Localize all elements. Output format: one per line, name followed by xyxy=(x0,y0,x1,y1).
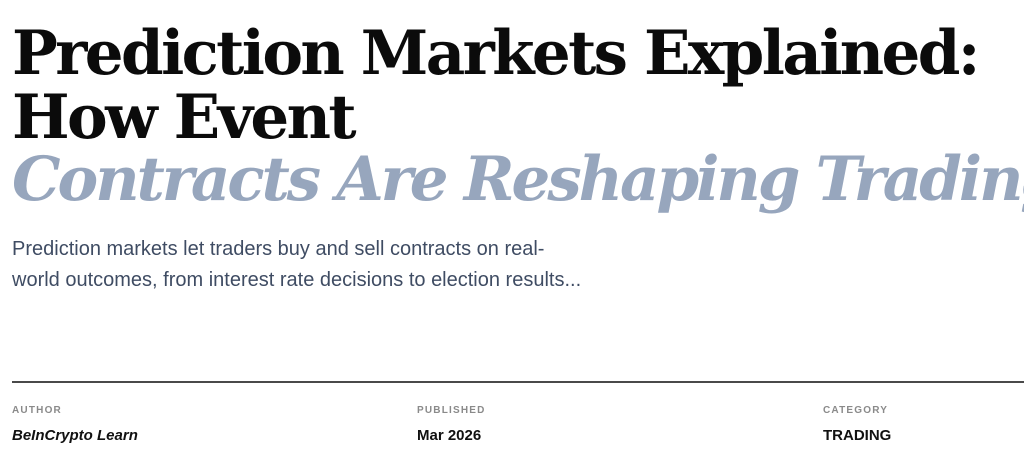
author-value[interactable]: BeInCrypto Learn xyxy=(12,427,138,444)
published-value: Mar 2026 xyxy=(417,427,482,444)
article-header: Prediction Markets Explained: How Event … xyxy=(12,0,1024,453)
meta-category: CATEGORY TRADING xyxy=(823,404,1024,445)
meta-author: AUTHOR BeInCrypto Learn xyxy=(12,404,312,445)
dek-line-1: Prediction markets let traders buy and s… xyxy=(12,238,545,260)
divider xyxy=(12,381,1024,383)
article-headline: Prediction Markets Explained: How Event … xyxy=(12,22,1024,212)
headline-line-2: How Event xyxy=(12,82,357,153)
dek-line-2: world outcomes, from interest rate decis… xyxy=(12,269,582,291)
published-label: PUBLISHED xyxy=(417,405,486,416)
headline-line-1: Prediction Markets Explained: xyxy=(12,18,980,89)
headline-accent: Contracts Are Reshaping Trading xyxy=(12,144,1024,215)
category-label: CATEGORY xyxy=(823,405,889,416)
author-label: AUTHOR xyxy=(12,405,62,416)
meta-published: PUBLISHED Mar 2026 xyxy=(417,404,717,445)
article-dek: Prediction markets let traders buy and s… xyxy=(12,234,632,296)
category-value[interactable]: TRADING xyxy=(823,427,892,444)
